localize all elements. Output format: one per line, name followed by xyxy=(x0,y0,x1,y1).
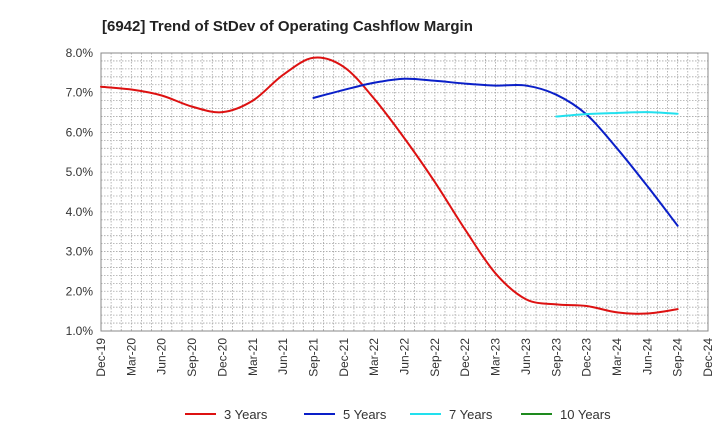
x-tick-label: Jun-21 xyxy=(276,338,290,375)
y-tick-label: 4.0% xyxy=(66,205,94,219)
x-tick-label: Sep-23 xyxy=(549,338,563,377)
y-tick-label: 2.0% xyxy=(66,284,94,298)
x-tick-label: Dec-19 xyxy=(94,338,108,377)
x-tick-label: Dec-24 xyxy=(701,338,715,377)
y-tick-label: 8.0% xyxy=(66,46,94,60)
x-tick-label: Mar-21 xyxy=(246,338,260,376)
x-tick-label: Jun-24 xyxy=(640,338,654,375)
y-tick-label: 1.0% xyxy=(66,324,94,338)
x-tick-label: Sep-21 xyxy=(306,338,320,377)
x-tick-label: Mar-20 xyxy=(124,338,138,376)
legend-label-5-years: 5 Years xyxy=(343,407,387,422)
x-tick-label: Sep-20 xyxy=(185,338,199,377)
x-tick-label: Dec-23 xyxy=(580,338,594,377)
x-tick-label: Dec-21 xyxy=(337,338,351,377)
x-tick-label: Mar-23 xyxy=(489,338,503,376)
chart-title: [6942] Trend of StDev of Operating Cashf… xyxy=(102,18,473,35)
legend-label-3-years: 3 Years xyxy=(224,407,268,422)
series-line-7-years xyxy=(555,111,679,118)
x-tick-label: Jun-20 xyxy=(155,338,169,375)
x-tick-label: Dec-22 xyxy=(458,338,472,377)
x-tick-label: Sep-22 xyxy=(428,338,442,377)
plot-border xyxy=(100,52,709,332)
legend-label-7-years: 7 Years xyxy=(449,407,493,422)
y-tick-label: 7.0% xyxy=(66,86,94,100)
x-tick-label: Mar-22 xyxy=(367,338,381,376)
x-tick-label: Jun-23 xyxy=(519,338,533,375)
x-tick-label: Jun-22 xyxy=(398,338,412,375)
legend: 3 Years 5 Years 7 Years 10 Years xyxy=(185,407,611,422)
legend-label-10-years: 10 Years xyxy=(560,407,611,422)
y-tick-label: 5.0% xyxy=(66,165,94,179)
y-tick-label: 6.0% xyxy=(66,125,94,139)
series-lines xyxy=(100,56,679,315)
series-line-5-years xyxy=(312,77,679,227)
y-tick-label: 3.0% xyxy=(66,245,94,259)
series-line-3-years xyxy=(100,56,679,315)
x-tick-label: Mar-24 xyxy=(610,338,624,376)
axes: 1.0% 2.0% 3.0% 4.0% 5.0% 6.0% 7.0% 8.0% Dec-19 Ma… xyxy=(66,46,715,377)
gridlines xyxy=(100,52,709,332)
x-tick-label: Sep-24 xyxy=(671,338,685,377)
x-tick-label: Dec-20 xyxy=(215,338,229,377)
